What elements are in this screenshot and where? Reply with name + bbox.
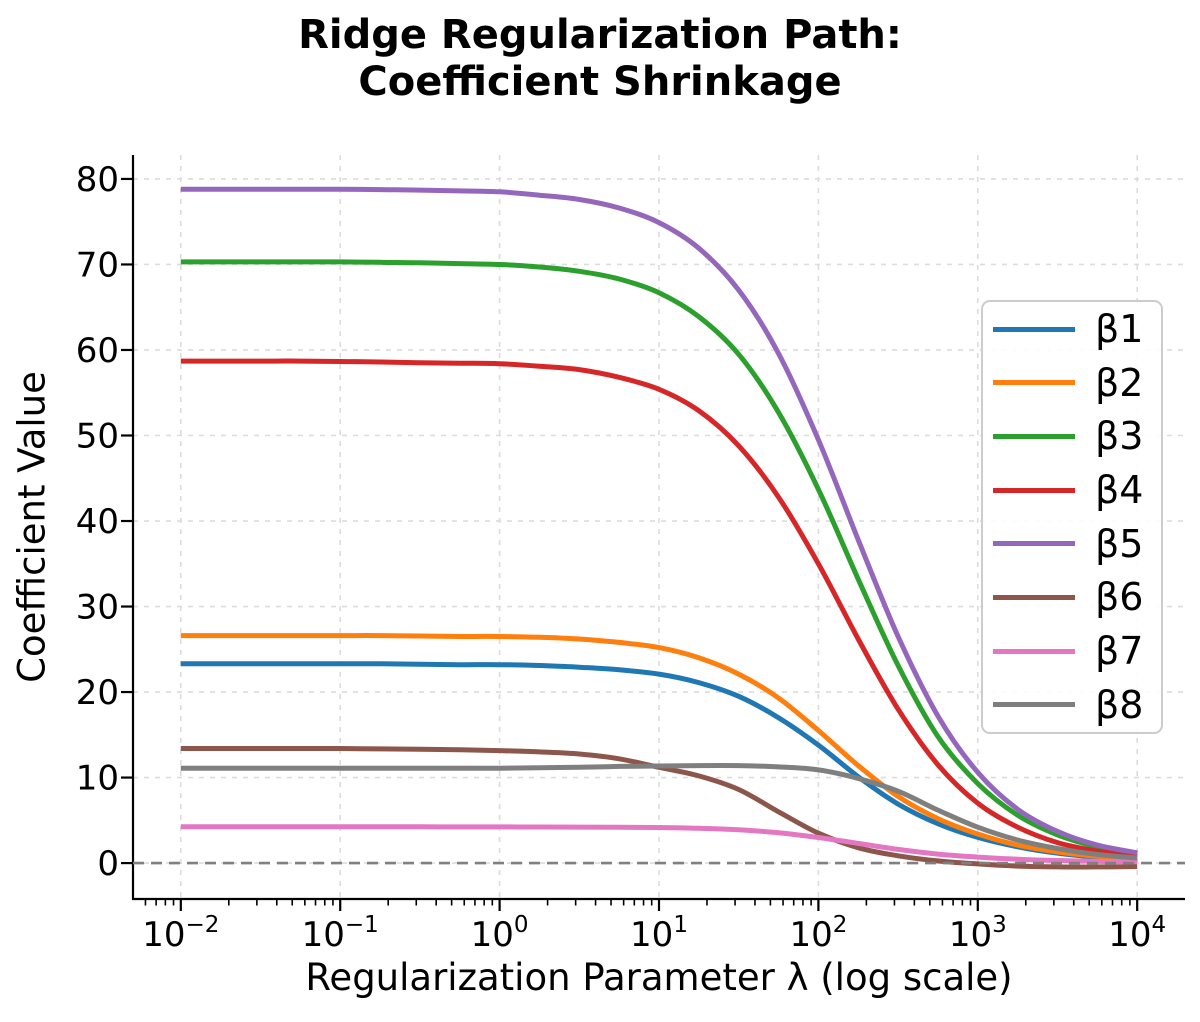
legend-line-sample (993, 594, 1075, 600)
y-tick-label: 10 (76, 759, 119, 799)
series-line-b7 (180, 824, 1138, 865)
legend-line-sample (993, 487, 1075, 493)
x-tick-label: 10−1 (302, 912, 379, 955)
x-tick-label: 102 (789, 912, 847, 955)
legend-label: β2 (1095, 360, 1144, 405)
x-axis-label: Regularization Parameter λ (log scale) (305, 956, 1013, 999)
y-tick-label: 80 (76, 160, 119, 200)
legend-entry-b1: β1 (983, 303, 1161, 356)
legend-entry-b7: β7 (983, 625, 1161, 678)
legend-entry-b3: β3 (983, 410, 1161, 463)
y-tick-label: 0 (97, 844, 119, 884)
series-line-b5 (180, 186, 1138, 856)
legend-label: β4 (1095, 468, 1144, 513)
axes-spines (131, 155, 1185, 901)
legend-label: β1 (1095, 307, 1144, 352)
legend-label: β5 (1095, 521, 1144, 566)
legend-line-sample (993, 541, 1075, 547)
legend-entry-b2: β2 (983, 356, 1161, 409)
legend-entry-b5: β5 (983, 517, 1161, 570)
x-tick-label: 103 (949, 912, 1007, 955)
y-tick-label: 40 (76, 502, 119, 542)
legend-label: β7 (1095, 629, 1144, 674)
chart-title: Ridge Regularization Path: Coefficient S… (0, 12, 1200, 106)
legend-line-sample (993, 380, 1075, 386)
chart-title-line2: Coefficient Shrinkage (358, 59, 842, 105)
legend-entry-b8: β8 (983, 678, 1161, 731)
legend-label: β3 (1095, 414, 1144, 459)
x-tick-label: 10−2 (142, 912, 219, 955)
legend-label: β8 (1095, 682, 1144, 727)
y-tick-label: 70 (76, 245, 119, 285)
legend: β1 β2 β3 β4 β5 β6 β7 β8 (981, 300, 1163, 734)
legend-entry-b6: β6 (983, 571, 1161, 624)
series-line-b1 (180, 661, 1138, 862)
series-line-b4 (180, 358, 1138, 859)
y-tick-label: 20 (76, 673, 119, 713)
legend-line-sample (993, 648, 1075, 654)
legend-line-sample (993, 702, 1075, 708)
y-axis-label: Coefficient Value (10, 371, 54, 683)
series-line-b2 (180, 633, 1138, 862)
legend-entry-b4: β4 (983, 464, 1161, 517)
legend-label: β6 (1095, 575, 1144, 620)
x-tick-label: 101 (630, 912, 688, 955)
chart-title-line1: Ridge Regularization Path: (298, 12, 902, 58)
series-line-b3 (180, 259, 1138, 857)
series-line-b8 (180, 762, 1138, 861)
x-tick-label: 104 (1108, 912, 1166, 955)
legend-line-sample (993, 433, 1075, 439)
x-tick-label: 100 (471, 912, 529, 955)
y-tick-label: 30 (76, 588, 119, 628)
y-tick-label: 50 (76, 416, 119, 456)
y-tick-label: 60 (76, 331, 119, 371)
legend-line-sample (993, 326, 1075, 332)
